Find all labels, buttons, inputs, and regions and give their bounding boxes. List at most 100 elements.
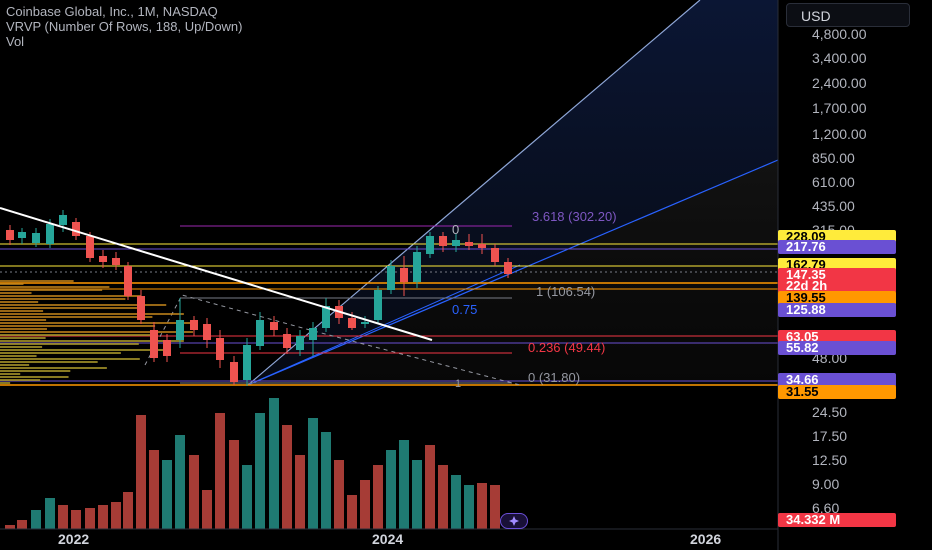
volume-bar <box>175 435 185 529</box>
volume-bar <box>334 460 344 529</box>
price-tag-countdown[interactable]: 22d 2h <box>778 279 896 293</box>
price-tag-217[interactable]: 217.76 <box>778 240 896 254</box>
volume-profile-row <box>0 334 151 336</box>
volume-bar <box>242 465 252 529</box>
volume-profile-row <box>0 337 46 339</box>
symbol-title[interactable]: Coinbase Global, Inc., 1M, NASDAQ <box>6 4 218 19</box>
indicator-vrvp[interactable]: VRVP (Number Of Rows, 188, Up/Down) <box>6 19 243 34</box>
volume-bar <box>490 485 500 529</box>
candle-body <box>72 222 80 236</box>
candle-body <box>18 232 26 238</box>
currency-button[interactable]: USD <box>786 3 910 27</box>
volume-profile-row <box>0 364 30 366</box>
volume-bar <box>123 492 133 529</box>
volume-bar <box>17 520 27 529</box>
volume-bar <box>347 495 357 529</box>
candle-body <box>163 340 171 356</box>
price-tag-125[interactable]: 125.88 <box>778 303 896 317</box>
volume-bar <box>149 450 159 529</box>
volume-profile <box>0 280 193 384</box>
volume-profile-row <box>0 319 47 321</box>
volume-bar <box>321 432 331 529</box>
volume-bar <box>45 498 55 529</box>
price-tag-31[interactable]: 31.55 <box>778 385 896 399</box>
volume-profile-row <box>0 298 126 300</box>
indicator-vol[interactable]: Vol <box>6 34 25 49</box>
price-tick: 6.60 <box>812 500 840 516</box>
volume-bar <box>162 460 172 529</box>
candle-body <box>296 336 304 350</box>
candle-body <box>150 330 158 358</box>
volume-profile-row <box>0 340 184 342</box>
candle-body <box>176 320 184 340</box>
volume-bar <box>71 510 81 529</box>
candle-body <box>348 318 356 328</box>
volume-bar <box>98 505 108 529</box>
price-tag-147[interactable]: 147.35 <box>778 268 896 282</box>
volume-profile-row <box>0 367 107 369</box>
volume-profile-row <box>0 373 21 375</box>
volume-bar <box>255 413 265 529</box>
replay-button[interactable] <box>500 513 528 529</box>
volume-profile-row <box>0 286 110 288</box>
candle-body <box>243 345 251 380</box>
price-tag-55[interactable]: 55.82 <box>778 341 896 355</box>
candle-body <box>190 320 198 330</box>
candle-body <box>283 334 291 348</box>
price-tag-63[interactable]: 63.05 <box>778 330 896 344</box>
price-tag-34[interactable]: 34.66 <box>778 373 896 387</box>
price-tick: 610.00 <box>812 174 855 190</box>
volume-profile-row <box>0 295 141 297</box>
volume-bar <box>451 475 461 529</box>
price-tick: 24.50 <box>812 404 848 420</box>
volume-bar <box>477 483 487 529</box>
price-tick: 435.00 <box>812 198 855 214</box>
volume-profile-row <box>0 325 156 327</box>
price-tag-vol[interactable]: 34.332 M <box>778 513 896 527</box>
price-tag-139[interactable]: 139.55 <box>778 291 896 305</box>
dashed-projection <box>144 294 521 386</box>
candle-body <box>387 266 395 290</box>
volume-bar <box>438 465 448 529</box>
volume-bar <box>373 465 383 529</box>
candle-body <box>124 266 132 296</box>
downtrend-line[interactable] <box>0 207 433 341</box>
volume-profile-row <box>0 346 43 348</box>
volume-profile-row <box>0 370 71 372</box>
volume-profile-row <box>0 310 44 312</box>
candle-body <box>59 215 67 225</box>
candle-body <box>309 328 317 340</box>
price-tick: 4,800.00 <box>812 26 867 42</box>
time-label-2022: 2022 <box>58 531 90 547</box>
volume-profile-row <box>0 283 24 285</box>
price-tick: 1,700.00 <box>812 100 867 116</box>
volume-profile-row <box>0 301 39 303</box>
candle-body <box>504 262 512 274</box>
candle-body <box>203 324 211 340</box>
candle-body <box>413 252 421 282</box>
volume-bar <box>386 450 396 529</box>
volume-bar <box>5 525 15 529</box>
candle-body <box>374 290 382 320</box>
volume-profile-row <box>0 331 193 333</box>
volume-bar <box>425 445 435 529</box>
volume-bar <box>308 418 318 529</box>
volume-profile-row <box>0 343 139 345</box>
candle-body <box>426 236 434 254</box>
volume-bar <box>412 460 422 529</box>
candle-body <box>99 256 107 262</box>
fib-label-1: 1 (106.54) <box>536 284 596 299</box>
volume-bar <box>282 425 292 529</box>
volume-profile-row <box>0 352 121 354</box>
volume-profile-row <box>0 382 11 384</box>
candle-body <box>439 236 447 246</box>
volume-profile-row <box>0 292 32 294</box>
candle-body <box>216 338 224 360</box>
candle-body <box>6 230 14 240</box>
volume-profile-row <box>0 349 166 351</box>
volume-bar <box>215 413 225 529</box>
price-tick: 3,400.00 <box>812 50 867 66</box>
volume-profile-row <box>0 280 74 282</box>
volume-profile-row <box>0 376 69 378</box>
